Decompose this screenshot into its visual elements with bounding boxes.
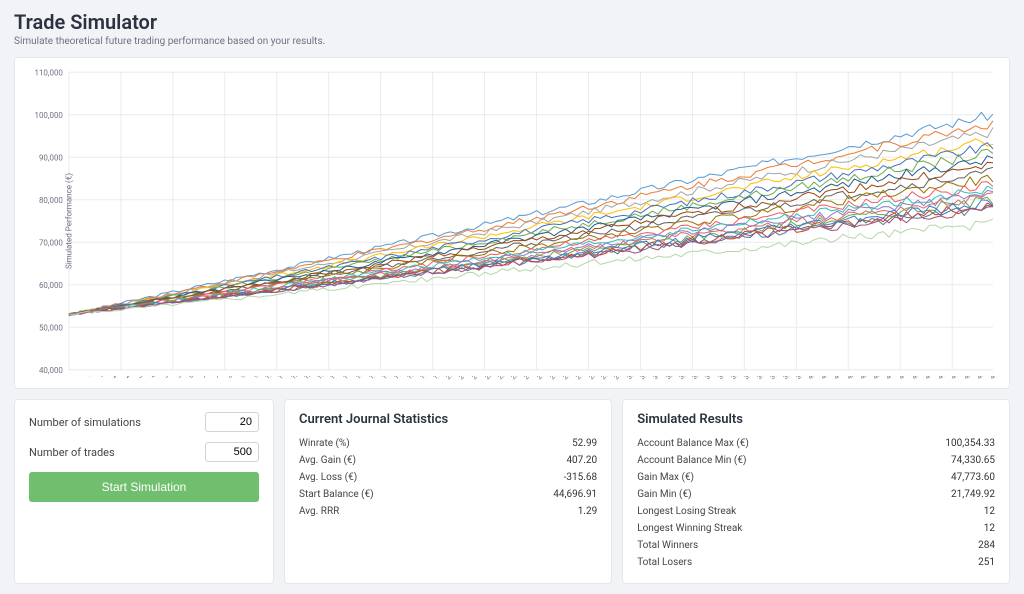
svg-text:100,000: 100,000 [34,110,63,120]
journal-stat-row: Avg. Gain (€) 407.20 [299,452,597,469]
sim-result-row: Total Losers 251 [637,554,995,571]
trade-count-input[interactable] [205,442,259,462]
start-simulation-button[interactable]: Start Simulation [29,472,259,502]
journal-stats-panel: Current Journal Statistics Winrate (%) 52… [284,399,612,584]
trade-count-label: Number of trades [29,446,115,459]
journal-stat-value: -315.68 [564,472,598,483]
svg-text:110,000: 110,000 [34,67,63,77]
sim-result-label: Total Losers [637,557,692,568]
page-title: Trade Simulator [14,10,1010,34]
journal-stat-label: Start Balance (€) [299,489,374,500]
sim-result-label: Gain Max (€) [637,472,694,483]
sim-result-row: Gain Min (€) 21,749.92 [637,486,995,503]
sim-results-heading: Simulated Results [637,412,995,427]
svg-text:40,000: 40,000 [39,365,63,375]
sim-count-input[interactable] [205,412,259,432]
y-axis-label: Simulated Performance (€) [65,173,74,269]
sim-result-label: Gain Min (€) [637,489,691,500]
sim-result-row: Longest Winning Streak 12 [637,520,995,537]
journal-stat-row: Avg. Loss (€) -315.68 [299,469,597,486]
svg-text:50,000: 50,000 [39,322,63,332]
sim-count-label: Number of simulations [29,416,141,429]
sim-result-row: Longest Losing Streak 12 [637,503,995,520]
sim-result-value: 74,330.65 [951,455,995,466]
sim-result-value: 12 [984,523,995,534]
sim-result-value: 251 [978,557,995,568]
x-axis-ticks: 1815222936435057647178859299106113120127… [69,376,1001,384]
sim-result-value: 21,749.92 [951,489,995,500]
journal-stats-heading: Current Journal Statistics [299,412,597,427]
sim-result-value: 47,773.60 [951,472,995,483]
sim-result-value: 12 [984,506,995,517]
journal-stat-row: Winrate (%) 52.99 [299,435,597,452]
sim-result-label: Longest Winning Streak [637,523,742,534]
controls-panel: Number of simulations Number of trades S… [14,399,274,584]
journal-stat-label: Avg. Loss (€) [299,472,357,483]
page-subtitle: Simulate theoretical future trading perf… [14,36,1010,47]
sim-results-panel: Simulated Results Account Balance Max (€… [622,399,1010,584]
journal-stat-value: 44,696.91 [553,489,597,500]
journal-stat-label: Avg. RRR [299,506,339,517]
simulation-chart: 40,000 50,000 60,000 70,000 80,000 90,000 100,… [23,66,1001,376]
sim-result-label: Longest Losing Streak [637,506,736,517]
svg-text:70,000: 70,000 [39,237,63,247]
sim-result-value: 284 [978,540,995,551]
journal-stat-value: 52.99 [572,438,597,449]
sim-result-label: Account Balance Max (€) [637,438,749,449]
sim-result-value: 100,354.33 [945,438,995,449]
svg-text:60,000: 60,000 [39,280,63,290]
sim-result-row: Total Winners 284 [637,537,995,554]
journal-stat-value: 1.29 [578,506,598,517]
sim-result-row: Gain Max (€) 47,773.60 [637,469,995,486]
sim-result-row: Account Balance Max (€) 100,354.33 [637,435,995,452]
chart-card: Simulated Performance (€) 40,000 50,000 60… [14,57,1010,389]
sim-result-label: Total Winners [637,540,698,551]
journal-stat-value: 407.20 [566,455,597,466]
journal-stat-label: Avg. Gain (€) [299,455,356,466]
svg-text:80,000: 80,000 [39,195,63,205]
journal-stat-row: Start Balance (€) 44,696.91 [299,486,597,503]
sim-result-row: Account Balance Min (€) 74,330.65 [637,452,995,469]
journal-stat-row: Avg. RRR 1.29 [299,503,597,520]
svg-text:90,000: 90,000 [39,152,63,162]
journal-stat-label: Winrate (%) [299,438,350,449]
sim-result-label: Account Balance Min (€) [637,455,746,466]
